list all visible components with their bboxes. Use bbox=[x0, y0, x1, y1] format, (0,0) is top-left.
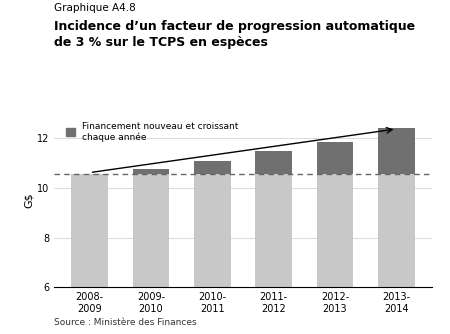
Bar bbox=[194, 161, 231, 174]
Bar bbox=[133, 174, 169, 287]
Bar bbox=[378, 129, 415, 174]
Bar bbox=[71, 174, 108, 287]
Bar bbox=[317, 142, 353, 174]
Bar bbox=[255, 174, 292, 287]
Bar bbox=[194, 174, 231, 287]
Bar bbox=[317, 174, 353, 287]
Text: Source : Ministère des Finances: Source : Ministère des Finances bbox=[54, 318, 197, 327]
Text: Graphique A4.8: Graphique A4.8 bbox=[54, 3, 136, 13]
Bar bbox=[378, 174, 415, 287]
Legend: Financement nouveau et croissant
chaque année: Financement nouveau et croissant chaque … bbox=[66, 122, 238, 142]
Bar bbox=[255, 151, 292, 174]
Bar bbox=[133, 169, 169, 174]
Y-axis label: G$: G$ bbox=[24, 193, 34, 208]
Text: Incidence d’un facteur de progression automatique
de 3 % sur le TCPS en espèces: Incidence d’un facteur de progression au… bbox=[54, 20, 415, 49]
